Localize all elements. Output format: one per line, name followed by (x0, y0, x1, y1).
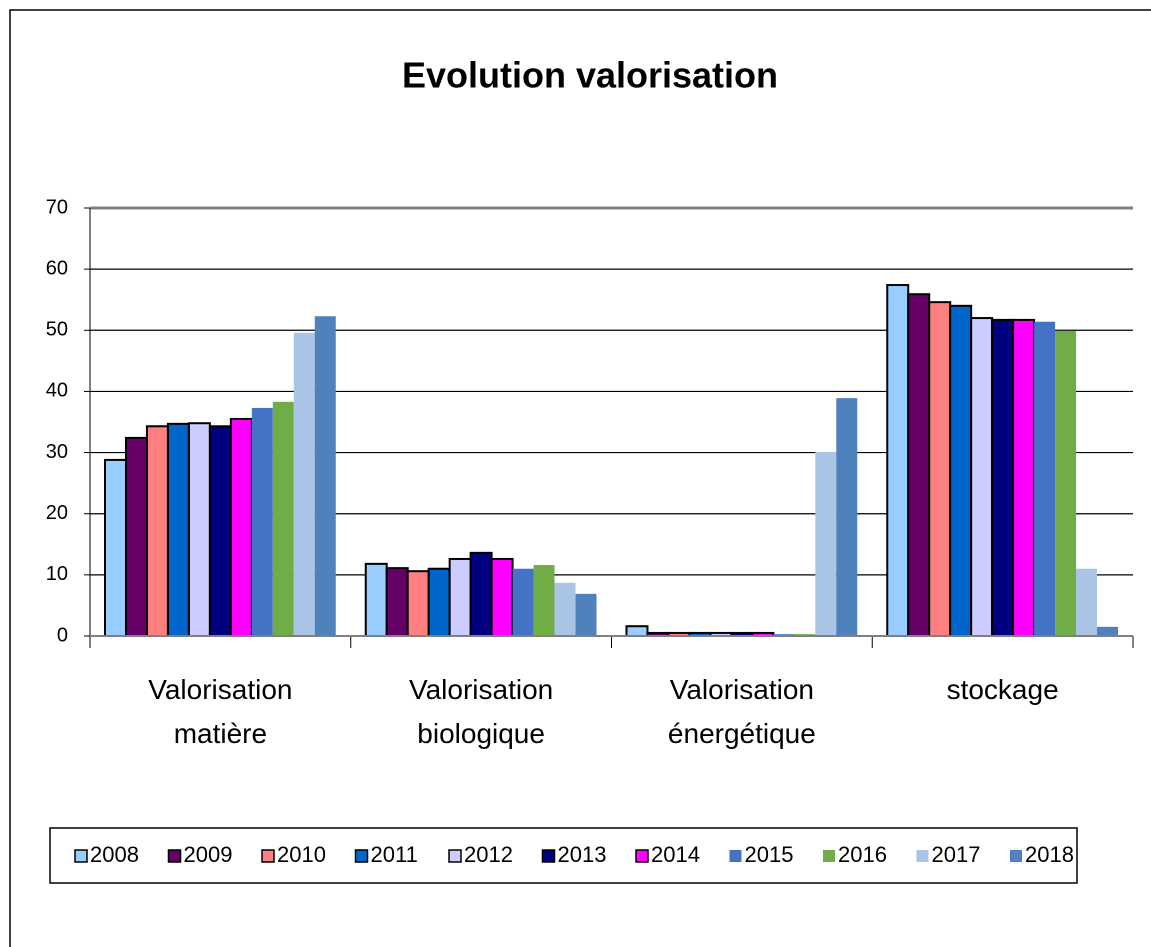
legend-label: 2012 (464, 842, 513, 867)
bar (469, 551, 493, 637)
bar (490, 557, 514, 638)
bar (145, 425, 169, 637)
y-tick-label: 60 (46, 257, 68, 279)
x-tick-label: Valorisation énergétique (667, 674, 816, 749)
bar (314, 316, 336, 636)
bar (907, 293, 931, 637)
y-tick-label: 10 (46, 563, 68, 585)
bar (448, 557, 472, 638)
legend-label: 2016 (838, 842, 887, 867)
x-tick-label: Valorisation biologique (409, 674, 554, 749)
bar (272, 401, 294, 636)
legend-box (49, 827, 1078, 884)
legend-label: 2009 (184, 842, 233, 867)
legend-label: 2010 (277, 842, 326, 867)
legend-label: 2014 (651, 842, 700, 867)
bar (815, 451, 837, 636)
legend-label: 2017 (932, 842, 981, 867)
bar (124, 436, 148, 638)
bar (251, 407, 273, 636)
bar (1055, 330, 1077, 636)
bar (928, 301, 952, 637)
y-tick-label: 0 (57, 624, 68, 646)
bar (187, 422, 211, 638)
legend-label: 2015 (745, 842, 794, 867)
legend-label: 2018 (1025, 842, 1074, 867)
bar (385, 567, 409, 637)
legend-swatch (261, 849, 275, 863)
legend-label: 2013 (558, 842, 607, 867)
legend-swatch (448, 849, 462, 863)
bar (1012, 318, 1036, 637)
bar (166, 422, 190, 637)
bar (364, 562, 388, 638)
bar (836, 398, 858, 636)
legend-label: 2008 (90, 842, 139, 867)
legend-swatch (167, 849, 182, 863)
legend-swatch (729, 850, 742, 862)
bar (208, 425, 232, 637)
chart-title: Evolution valorisation (402, 55, 778, 96)
bar (229, 417, 253, 638)
x-tick-label: stockage (946, 674, 1059, 705)
bar (533, 565, 555, 636)
y-tick-label: 40 (46, 380, 68, 402)
legend-swatch (823, 850, 835, 862)
bar (104, 458, 127, 637)
bar (1097, 626, 1118, 636)
bar (991, 318, 1015, 637)
legend-label: 2011 (371, 842, 418, 867)
y-tick-label: 20 (46, 502, 68, 524)
legend-swatch (1010, 850, 1022, 862)
chart-border (9, 9, 1151, 947)
bar (512, 568, 534, 636)
bar (427, 567, 451, 637)
bar (625, 625, 649, 638)
y-tick-label: 70 (46, 196, 68, 218)
x-tick-label: Valorisation matière (148, 674, 293, 749)
bar (970, 317, 994, 637)
bar (406, 570, 430, 638)
legend-swatch (354, 849, 369, 863)
legend-swatch (541, 849, 556, 863)
y-tick-label: 30 (46, 441, 68, 463)
legend-swatch (916, 850, 929, 862)
bar (1034, 321, 1056, 636)
bar (886, 284, 910, 637)
y-tick-label: 50 (46, 319, 68, 341)
legend-swatch (74, 849, 88, 863)
bar (554, 582, 576, 636)
bar (949, 304, 973, 637)
bar (575, 593, 597, 636)
legend-swatch (635, 849, 649, 863)
bar (1076, 568, 1098, 636)
bar (293, 332, 315, 636)
